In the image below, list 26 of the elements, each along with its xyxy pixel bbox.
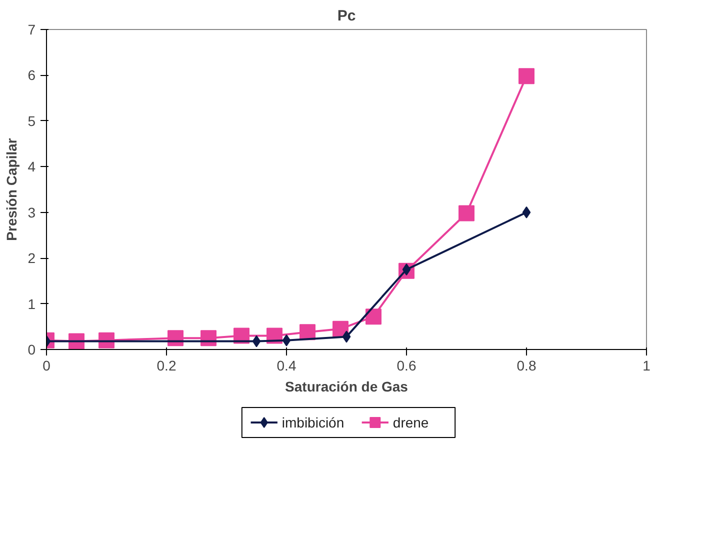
y-axis-title: Presión Capilar [4,138,20,241]
y-tick-label: 7 [28,22,36,38]
y-tick-label: 6 [28,67,36,84]
x-tick-label: 1 [642,358,651,374]
point [522,206,531,218]
point [366,308,382,325]
x-tick-label: 0.4 [276,358,296,374]
point [458,205,474,222]
x-axis-title: Saturación de Gas [285,378,408,394]
point [282,334,291,346]
legend-label: imbibición [282,414,344,430]
x-tick-label: 0.6 [396,358,416,374]
y-tick-label: 1 [28,296,36,312]
point [342,330,351,343]
point [518,68,534,84]
chart-title: Pc [337,8,356,24]
x-tick-label: 0.8 [516,358,536,374]
y-tick-label: 4 [28,158,36,175]
x-tick-label: 0.2 [156,358,176,374]
x-tick-label: 0 [42,358,51,374]
y-tick-label: 0 [28,342,36,358]
point [252,335,261,348]
legend-label: drene [392,414,429,430]
y-tick-label: 2 [28,250,36,266]
y-tick-label: 3 [28,204,36,220]
y-tick-label: 5 [28,112,36,129]
